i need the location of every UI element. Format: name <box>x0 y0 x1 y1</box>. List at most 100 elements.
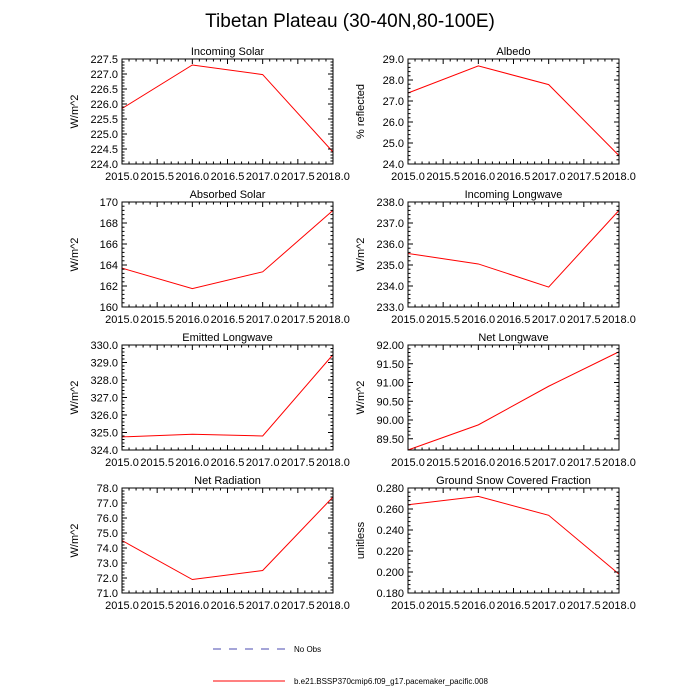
legend-obs-label: No Obs <box>294 645 321 654</box>
incoming-solar-ytick-label: 227.0 <box>90 69 118 81</box>
net-radiation-xtick-label: 2015.5 <box>140 600 174 612</box>
ground-snow-covered-fraction-xtick-label: 2015.5 <box>426 600 460 612</box>
ground-snow-covered-fraction-ytick-label: 0.240 <box>376 525 404 537</box>
ground-snow-covered-fraction-ytick-label: 0.200 <box>376 567 404 579</box>
net-radiation-xtick-label: 2015.0 <box>105 600 139 612</box>
albedo-series-line <box>407 65 620 156</box>
incoming-longwave-xtick-label: 2018.0 <box>602 314 636 326</box>
absorbed-solar-xtick-label: 2016.0 <box>176 314 210 326</box>
net-radiation-ytick-label: 73.0 <box>97 558 118 570</box>
absorbed-solar-series-line <box>121 210 334 290</box>
ground-snow-covered-fraction-ytick-label: 0.260 <box>376 504 404 516</box>
emitted-longwave-xtick-label: 2017.0 <box>246 457 280 469</box>
incoming-solar-ytick-label: 226.5 <box>90 84 118 96</box>
emitted-longwave-ytick-label: 325.0 <box>90 428 118 440</box>
absorbed-solar-ylabel: W/m^2 <box>69 238 81 272</box>
incoming-longwave-ytick-label: 235.0 <box>376 260 404 272</box>
emitted-longwave-xtick-label: 2015.0 <box>105 457 139 469</box>
net-longwave-ylabel: W/m^2 <box>355 381 367 415</box>
incoming-solar-title: Incoming Solar <box>191 46 265 58</box>
absorbed-solar-ytick-label: 162 <box>100 281 118 293</box>
net-longwave-xtick-label: 2016.0 <box>462 457 496 469</box>
absorbed-solar-ytick-label: 168 <box>100 218 118 230</box>
incoming-solar-xtick-label: 2018.0 <box>316 171 350 183</box>
albedo-xtick-label: 2016.5 <box>497 171 531 183</box>
emitted-longwave-xtick-label: 2018.0 <box>316 457 350 469</box>
ground-snow-covered-fraction-series-line <box>407 495 620 575</box>
incoming-solar-ytick-label: 227.5 <box>90 54 118 66</box>
net-longwave-ytick-label: 92.00 <box>376 340 404 352</box>
net-longwave-xtick-label: 2015.0 <box>391 457 425 469</box>
emitted-longwave-xtick-label: 2015.5 <box>140 457 174 469</box>
panel-ground-snow-covered-fraction: 2015.0 2015.5 2016.0 2016.5 2017.0 2017.5 2018… <box>355 475 636 612</box>
absorbed-solar-xtick-label: 2015.5 <box>140 314 174 326</box>
incoming-longwave-xtick-label: 2016.0 <box>462 314 496 326</box>
ground-snow-covered-fraction-xtick-label: 2015.0 <box>391 600 425 612</box>
net-radiation-title: Net Radiation <box>194 475 261 487</box>
emitted-longwave-xtick-label: 2016.5 <box>211 457 245 469</box>
net-radiation-series-line <box>121 496 334 581</box>
panel-absorbed-solar: 2015.0 2015.5 2016.0 2016.5 2017.0 2017.5 2018… <box>69 189 350 326</box>
net-longwave-title: Net Longwave <box>478 332 548 344</box>
incoming-solar-ytick-label: 226.0 <box>90 99 118 111</box>
figure-title: Tibetan Plateau (30-40N,80-100E) <box>205 11 495 32</box>
incoming-solar-xtick-label: 2015.0 <box>105 171 139 183</box>
incoming-longwave-ytick-label: 233.0 <box>376 302 404 314</box>
ground-snow-covered-fraction-xtick-label: 2017.0 <box>532 600 566 612</box>
net-longwave-series-line <box>407 351 620 451</box>
incoming-solar-ytick-label: 225.5 <box>90 114 118 126</box>
net-radiation-xtick-label: 2017.0 <box>246 600 280 612</box>
absorbed-solar-xtick-label: 2016.5 <box>211 314 245 326</box>
ground-snow-covered-fraction-xtick-label: 2016.5 <box>497 600 531 612</box>
albedo-xtick-label: 2018.0 <box>602 171 636 183</box>
absorbed-solar-xtick-label: 2017.5 <box>281 314 315 326</box>
emitted-longwave-xtick-label: 2017.5 <box>281 457 315 469</box>
absorbed-solar-title: Absorbed Solar <box>190 189 266 201</box>
legend-model-label: b.e21.BSSP370cmip6.f09_g17.pacemaker_pac… <box>294 677 488 686</box>
net-radiation-xtick-label: 2017.5 <box>281 600 315 612</box>
net-radiation-xtick-label: 2018.0 <box>316 600 350 612</box>
incoming-longwave-ytick-label: 238.0 <box>376 197 404 209</box>
emitted-longwave-ytick-label: 326.0 <box>90 410 118 422</box>
albedo-ytick-label: 26.0 <box>383 117 404 129</box>
incoming-longwave-ytick-label: 237.0 <box>376 218 404 230</box>
net-longwave-xtick-label: 2017.5 <box>567 457 601 469</box>
net-radiation-ytick-label: 71.0 <box>97 588 118 600</box>
net-longwave-xtick-label: 2016.5 <box>497 457 531 469</box>
incoming-solar-xtick-label: 2017.5 <box>281 171 315 183</box>
incoming-longwave-xtick-label: 2015.5 <box>426 314 460 326</box>
incoming-solar-ytick-label: 225.0 <box>90 129 118 141</box>
incoming-solar-xtick-label: 2016.0 <box>176 171 210 183</box>
panel-net-radiation: 2015.0 2015.5 2016.0 2016.5 2017.0 2017.5 2018… <box>69 475 350 612</box>
absorbed-solar-xtick-label: 2015.0 <box>105 314 139 326</box>
absorbed-solar-ytick-label: 170 <box>100 197 118 209</box>
emitted-longwave-ylabel: W/m^2 <box>69 381 81 415</box>
panels: 2015.0 2015.5 2016.0 2016.5 2017.0 2017.5 2018… <box>69 46 636 612</box>
albedo-ytick-label: 25.0 <box>383 138 404 150</box>
incoming-longwave-xtick-label: 2015.0 <box>391 314 425 326</box>
albedo-xtick-label: 2015.0 <box>391 171 425 183</box>
albedo-ytick-label: 27.0 <box>383 96 404 108</box>
albedo-ylabel: % reflected <box>355 84 367 139</box>
panel-incoming-solar: 2015.0 2015.5 2016.0 2016.5 2017.0 2017.5 2018… <box>69 46 350 183</box>
incoming-longwave-xtick-label: 2016.5 <box>497 314 531 326</box>
emitted-longwave-ytick-label: 324.0 <box>90 445 118 457</box>
albedo-ytick-label: 29.0 <box>383 54 404 66</box>
legend: No Obs b.e21.BSSP370cmip6.f09_g17.pacema… <box>213 645 488 686</box>
incoming-longwave-ytick-label: 236.0 <box>376 239 404 251</box>
net-radiation-xtick-label: 2016.5 <box>211 600 245 612</box>
incoming-solar-series-line <box>121 64 334 153</box>
net-longwave-ytick-label: 91.50 <box>376 359 404 371</box>
net-radiation-ytick-label: 78.0 <box>97 483 118 495</box>
absorbed-solar-xtick-label: 2017.0 <box>246 314 280 326</box>
emitted-longwave-ytick-label: 330.0 <box>90 340 118 352</box>
net-radiation-ytick-label: 76.0 <box>97 513 118 525</box>
panel-net-longwave: 2015.0 2015.5 2016.0 2016.5 2017.0 2017.5 2018… <box>355 332 636 469</box>
net-radiation-ylabel: W/m^2 <box>69 524 81 558</box>
panel-emitted-longwave: 2015.0 2015.5 2016.0 2016.5 2017.0 2017.5 2018… <box>69 332 350 469</box>
incoming-longwave-xtick-label: 2017.0 <box>532 314 566 326</box>
net-radiation-ytick-label: 75.0 <box>97 528 118 540</box>
panel-albedo: 2015.0 2015.5 2016.0 2016.5 2017.0 2017.5 2018… <box>355 46 636 183</box>
ground-snow-covered-fraction-xtick-label: 2017.5 <box>567 600 601 612</box>
incoming-solar-xtick-label: 2015.5 <box>140 171 174 183</box>
